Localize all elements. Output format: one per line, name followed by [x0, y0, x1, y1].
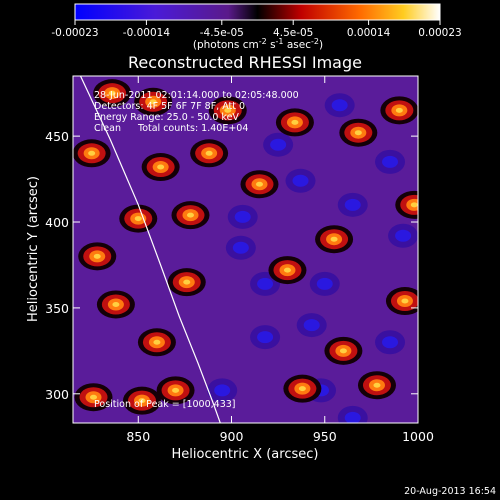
colorbar-ticks: -0.00023 -0.00014 -4.5e-05 4.5e-05 0.00014 0.… — [51, 20, 462, 39]
annotation-energy: Energy Range: 25.0 - 50.0 keV — [94, 112, 239, 123]
x-tick-label: 850 — [126, 429, 150, 444]
dark-region-core — [382, 336, 399, 349]
y-tick-label: 450 — [45, 129, 69, 144]
bright-region-peak — [172, 387, 180, 393]
colorbar-gradient — [74, 3, 441, 21]
dark-region-core — [331, 99, 348, 112]
dark-region-core — [344, 198, 361, 211]
dark-region-core — [214, 384, 231, 397]
dark-region-core — [316, 277, 333, 290]
bright-region-peak — [157, 164, 165, 170]
colorbar-tick-label: -0.00023 — [51, 27, 98, 39]
generated-timestamp: 20-Aug-2013 16:54 — [404, 486, 496, 497]
y-tick-label: 400 — [45, 215, 69, 230]
x-tick-label: 950 — [313, 429, 337, 444]
annotation-counts: Total counts: 1.40E+04 — [137, 123, 248, 134]
colorbar: -0.00023 -0.00014 -4.5e-05 4.5e-05 0.00014 0.… — [51, 3, 462, 51]
colorbar-tick-label: 0.00014 — [347, 27, 391, 39]
solar-limb-line — [79, 76, 221, 423]
bright-region-peak — [108, 90, 116, 96]
annotation-peak: Position of Peak = [1000,433] — [94, 399, 235, 410]
bright-region-peak — [134, 216, 142, 222]
y-tick-label: 350 — [45, 301, 69, 316]
bright-region-peak — [330, 236, 338, 242]
dark-region-core — [232, 241, 249, 254]
bright-region-peak — [90, 394, 98, 400]
bright-region-peak — [112, 301, 120, 307]
dark-region-core — [270, 138, 287, 151]
dark-region-core — [303, 319, 320, 332]
bright-region-peak — [138, 398, 146, 404]
bright-region-peak — [153, 339, 161, 345]
bright-region-peak — [186, 212, 194, 218]
bright-region-peak — [183, 279, 191, 285]
colorbar-tick-label: 0.00023 — [418, 27, 461, 39]
dark-region-core — [395, 229, 412, 242]
bright-region-peak — [410, 202, 418, 208]
dark-region-core — [344, 411, 361, 423]
colorbar-tick-label: -0.00014 — [123, 27, 171, 39]
annotation-detectors: Detectors: 4F 5F 6F 7F 8F, Att 0 — [94, 101, 245, 112]
dark-region-core — [257, 331, 274, 344]
bright-region-peak — [283, 267, 291, 273]
bright-region-peak — [373, 382, 381, 388]
bright-region-peak — [255, 181, 263, 187]
annotations: 28-Jun-2011 02:01:14.000 to 02:05:48.000… — [94, 90, 299, 410]
dark-region-core — [292, 174, 309, 187]
y-axis-label: Heliocentric Y (arcsec) — [26, 176, 41, 322]
x-tick-label: 1000 — [402, 429, 434, 444]
colorbar-unit-label: (photons cm-2 s-1 asec-2) — [193, 37, 323, 51]
dark-region-core — [257, 277, 274, 290]
bright-region-peak — [224, 107, 232, 113]
colorbar-tick-label: -4.5e-05 — [200, 27, 244, 39]
dark-region-core — [234, 210, 251, 223]
bright-region-peak — [354, 130, 362, 136]
bright-region-peak — [298, 386, 306, 392]
bright-region-peak — [339, 348, 347, 354]
annotation-time-range: 28-Jun-2011 02:01:14.000 to 02:05:48.000 — [94, 90, 299, 101]
x-tick-label: 900 — [220, 429, 244, 444]
x-axis-label: Heliocentric X (arcsec) — [172, 447, 319, 462]
annotation-method: Clean — [94, 123, 121, 134]
dark-region-core — [382, 155, 399, 168]
y-tick-label: 300 — [45, 387, 69, 402]
bright-region-peak — [93, 253, 101, 259]
plot-area — [73, 76, 418, 423]
bright-region-peak — [205, 150, 213, 156]
bright-region-peak — [149, 99, 157, 105]
axis-ticks: 850 900 950 1000 300 350 400 450 — [45, 76, 434, 444]
colorbar-tick-label: 4.5e-05 — [273, 27, 313, 39]
plot-frame — [72, 75, 419, 424]
chart-title: Reconstructed RHESSI Image — [128, 53, 362, 72]
bright-region-peak — [395, 107, 403, 113]
bright-region-peak — [401, 298, 409, 304]
bright-region-peak — [291, 119, 299, 125]
bright-regions — [73, 79, 418, 415]
bright-region-peak — [88, 150, 96, 156]
